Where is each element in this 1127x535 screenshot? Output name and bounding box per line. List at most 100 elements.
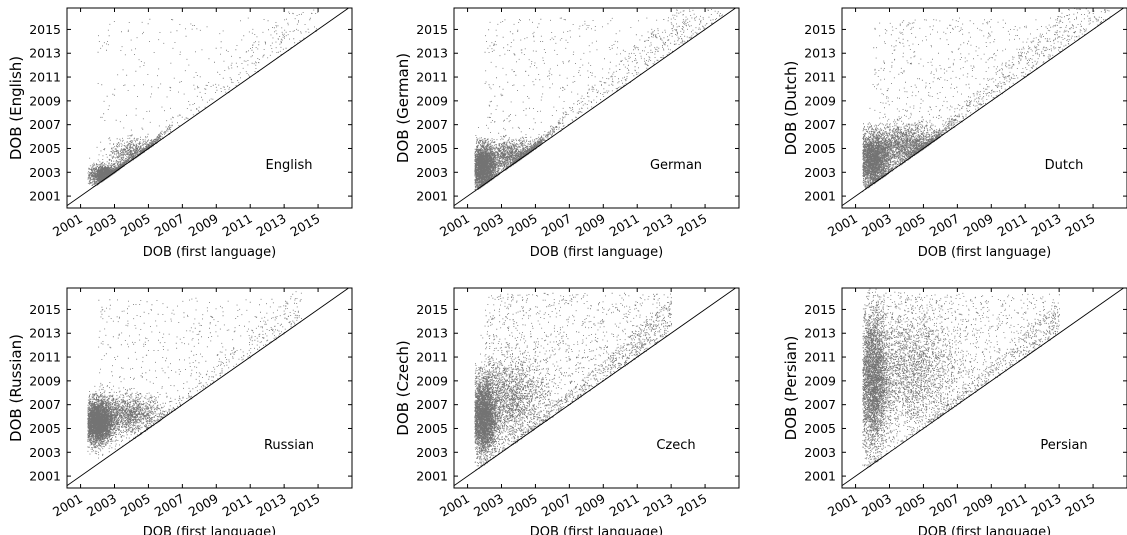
y-tick-label: 2009	[804, 93, 836, 108]
x-tick-label: 2015	[1063, 211, 1098, 240]
y-tick-label: 2009	[29, 93, 61, 108]
y-tick-label: 2005	[29, 421, 61, 436]
y-tick-label: 2003	[416, 165, 448, 180]
panel-annotation: Russian	[264, 438, 314, 453]
reference-line	[67, 288, 349, 486]
x-tick-label: 2011	[607, 491, 642, 520]
y-tick-label: 2001	[416, 469, 448, 484]
reference-line	[454, 288, 736, 486]
y-tick-label: 2009	[804, 373, 836, 388]
y-tick-label: 2015	[416, 22, 448, 37]
y-tick-label: 2011	[804, 350, 836, 365]
axes-frame	[66, 7, 353, 209]
x-tick-label: 2003	[84, 491, 119, 520]
y-tick-label: 2003	[29, 445, 61, 460]
y-axis-label: DOB (Russian)	[7, 334, 25, 442]
y-tick-label: 2007	[29, 117, 61, 132]
panel-annotation: Czech	[656, 438, 695, 453]
reference-line	[454, 8, 736, 206]
y-axis-label: DOB (Dutch)	[782, 61, 800, 156]
x-tick-label: 2001	[825, 211, 860, 240]
x-tick-label: 2007	[927, 491, 962, 520]
x-tick-label: 2005	[893, 211, 928, 240]
scatter-points	[87, 291, 302, 459]
x-tick-label: 2015	[675, 211, 710, 240]
y-axis-label: DOB (English)	[7, 56, 25, 160]
x-tick-label: 2009	[573, 491, 608, 520]
x-tick-label: 2015	[288, 211, 323, 240]
x-axis-label: DOB (first language)	[143, 525, 277, 535]
x-tick-label: 2015	[288, 491, 323, 520]
y-tick-label: 2009	[29, 373, 61, 388]
y-tick-label: 2015	[804, 302, 836, 317]
x-tick-label: 2011	[220, 211, 255, 240]
x-tick-label: 2003	[859, 211, 894, 240]
scatter-points	[87, 9, 319, 187]
y-tick-label: 2007	[29, 397, 61, 412]
scatter-marks	[474, 9, 723, 192]
x-tick-label: 2003	[859, 491, 894, 520]
axes-frame	[841, 7, 1127, 209]
y-tick-label: 2007	[416, 397, 448, 412]
y-tick-label: 2009	[416, 93, 448, 108]
chart-panel-6: 2001200320052007200920112013201520012003…	[782, 287, 1127, 535]
y-axis-label: DOB (German)	[394, 53, 412, 163]
x-tick-label: 2009	[186, 491, 221, 520]
y-tick-label: 2007	[804, 397, 836, 412]
x-tick-label: 2003	[84, 211, 119, 240]
y-tick-label: 2003	[416, 445, 448, 460]
x-tick-label: 2003	[471, 211, 506, 240]
chart-panel-4: 2001200320052007200920112013201520012003…	[7, 287, 353, 535]
y-tick-label: 2003	[29, 165, 61, 180]
y-tick-label: 2005	[416, 141, 448, 156]
x-axis-label: DOB (first language)	[918, 245, 1052, 260]
x-tick-label: 2005	[118, 211, 153, 240]
x-tick-label: 2013	[641, 491, 676, 520]
x-tick-label: 2001	[437, 491, 472, 520]
scatter-points	[474, 9, 723, 192]
x-tick-label: 2013	[641, 211, 676, 240]
y-tick-label: 2007	[804, 117, 836, 132]
scatter-marks	[862, 8, 1111, 193]
x-tick-label: 2009	[961, 491, 996, 520]
y-tick-label: 2003	[804, 165, 836, 180]
panel-annotation: Dutch	[1045, 158, 1084, 173]
y-tick-label: 2013	[804, 46, 836, 61]
x-tick-label: 2013	[254, 211, 289, 240]
x-tick-label: 2001	[50, 211, 85, 240]
scatter-marks	[474, 292, 672, 471]
reference-line	[842, 8, 1124, 206]
y-tick-label: 2005	[804, 421, 836, 436]
chart-panel-3: 2001200320052007200920112013201520012003…	[782, 7, 1127, 260]
x-tick-label: 2015	[1063, 491, 1098, 520]
scatter-marks	[862, 288, 1060, 468]
x-tick-label: 2007	[539, 211, 574, 240]
y-tick-label: 2001	[416, 189, 448, 204]
x-tick-label: 2007	[539, 491, 574, 520]
panel-annotation: Persian	[1040, 438, 1087, 453]
y-tick-label: 2001	[804, 469, 836, 484]
scatter-points	[474, 292, 672, 471]
scatter-points	[862, 8, 1111, 193]
x-tick-label: 2005	[118, 491, 153, 520]
x-tick-label: 2003	[471, 491, 506, 520]
axes-frame	[841, 287, 1127, 489]
x-tick-label: 2013	[1029, 211, 1064, 240]
scatter-marks	[87, 9, 319, 187]
x-axis-label: DOB (first language)	[530, 245, 664, 260]
y-tick-label: 2013	[29, 46, 61, 61]
x-axis-label: DOB (first language)	[143, 245, 277, 260]
reference-line	[842, 288, 1124, 486]
panel-annotation: English	[266, 158, 313, 173]
y-axis-label: DOB (Czech)	[394, 340, 412, 435]
y-tick-label: 2001	[804, 189, 836, 204]
x-tick-label: 2007	[927, 211, 962, 240]
y-tick-label: 2011	[29, 350, 61, 365]
chart-panel-1: 2001200320052007200920112013201520012003…	[7, 7, 353, 260]
x-tick-label: 2009	[961, 211, 996, 240]
x-tick-label: 2011	[995, 491, 1030, 520]
x-tick-label: 2011	[995, 211, 1030, 240]
y-tick-label: 2015	[29, 22, 61, 37]
scatter-points	[862, 288, 1060, 468]
